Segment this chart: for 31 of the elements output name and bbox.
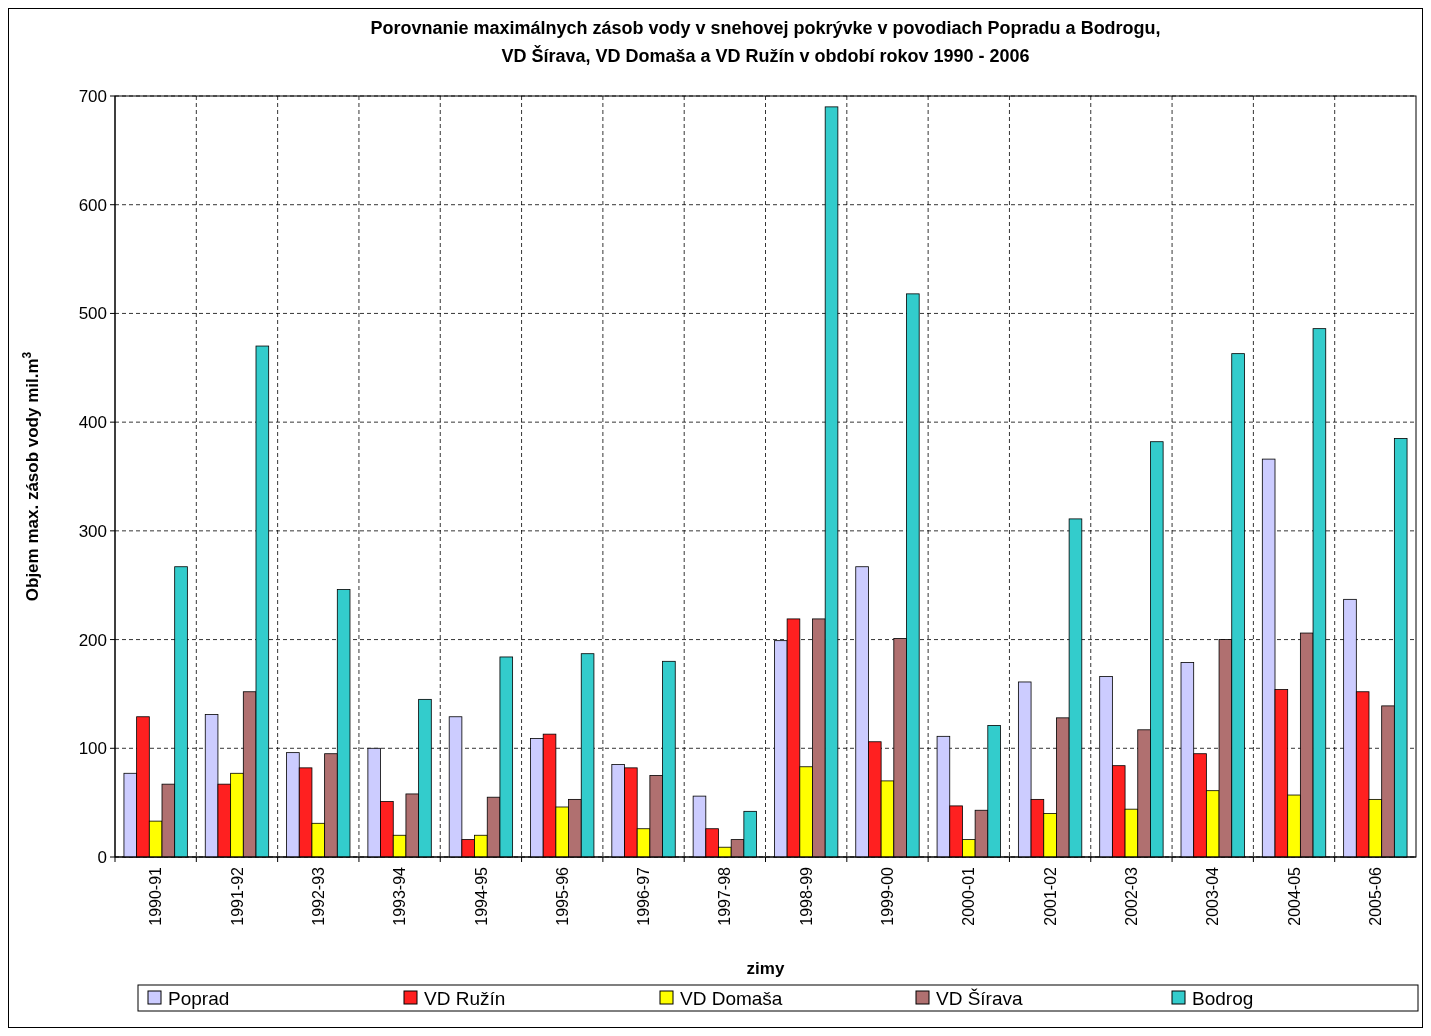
- y-tick-label: 200: [78, 630, 107, 650]
- legend-label: Bodrog: [1192, 987, 1254, 1009]
- chart-title: Porovnanie maximálnych zásob vody v snehovej pokrývke v povodiach Popradu a Bodrogu, VD Šírava, VD Domaša a VD Ružín v období rokov 1990 - 2006: [370, 18, 1161, 66]
- x-tick-label: 1990-91: [147, 866, 165, 926]
- x-tick-label: 1992-93: [309, 866, 327, 926]
- x-tick-label: 2003-04: [1204, 866, 1222, 926]
- x-tick-label: 1995-96: [553, 866, 571, 926]
- y-tick-label: 100: [78, 739, 107, 759]
- x-tick-label: 1996-97: [635, 866, 653, 926]
- legend-label: VD Domaša: [680, 987, 783, 1009]
- y-tick-label: 300: [78, 521, 107, 541]
- x-tick-label: 2005-06: [1366, 866, 1384, 926]
- x-tick-label: 2004-05: [1285, 866, 1303, 926]
- x-tick-label: 1994-95: [472, 866, 490, 926]
- x-tick-label: 1997-98: [716, 866, 734, 926]
- y-tick-label: 400: [78, 413, 107, 433]
- legend-label: VD Ružín: [424, 987, 506, 1009]
- y-tick-label: 500: [78, 304, 107, 324]
- y-tick-label: 600: [78, 195, 107, 215]
- y-tick-label: 0: [97, 847, 107, 867]
- x-tick-label: 1999-00: [879, 866, 897, 926]
- legend-label: Poprad: [168, 987, 230, 1009]
- x-tick-label: 2001-02: [1041, 866, 1059, 926]
- y-tick-label: 700: [78, 86, 107, 106]
- legend-label: VD Šírava: [936, 987, 1024, 1009]
- x-tick-label: 1993-94: [391, 866, 409, 926]
- x-axis-title: zimy: [746, 959, 785, 978]
- x-tick-label: 1991-92: [228, 866, 246, 926]
- x-tick-label: 2000-01: [960, 866, 978, 926]
- x-tick-label: 2002-03: [1123, 866, 1141, 926]
- x-tick-label: 1998-99: [797, 866, 815, 926]
